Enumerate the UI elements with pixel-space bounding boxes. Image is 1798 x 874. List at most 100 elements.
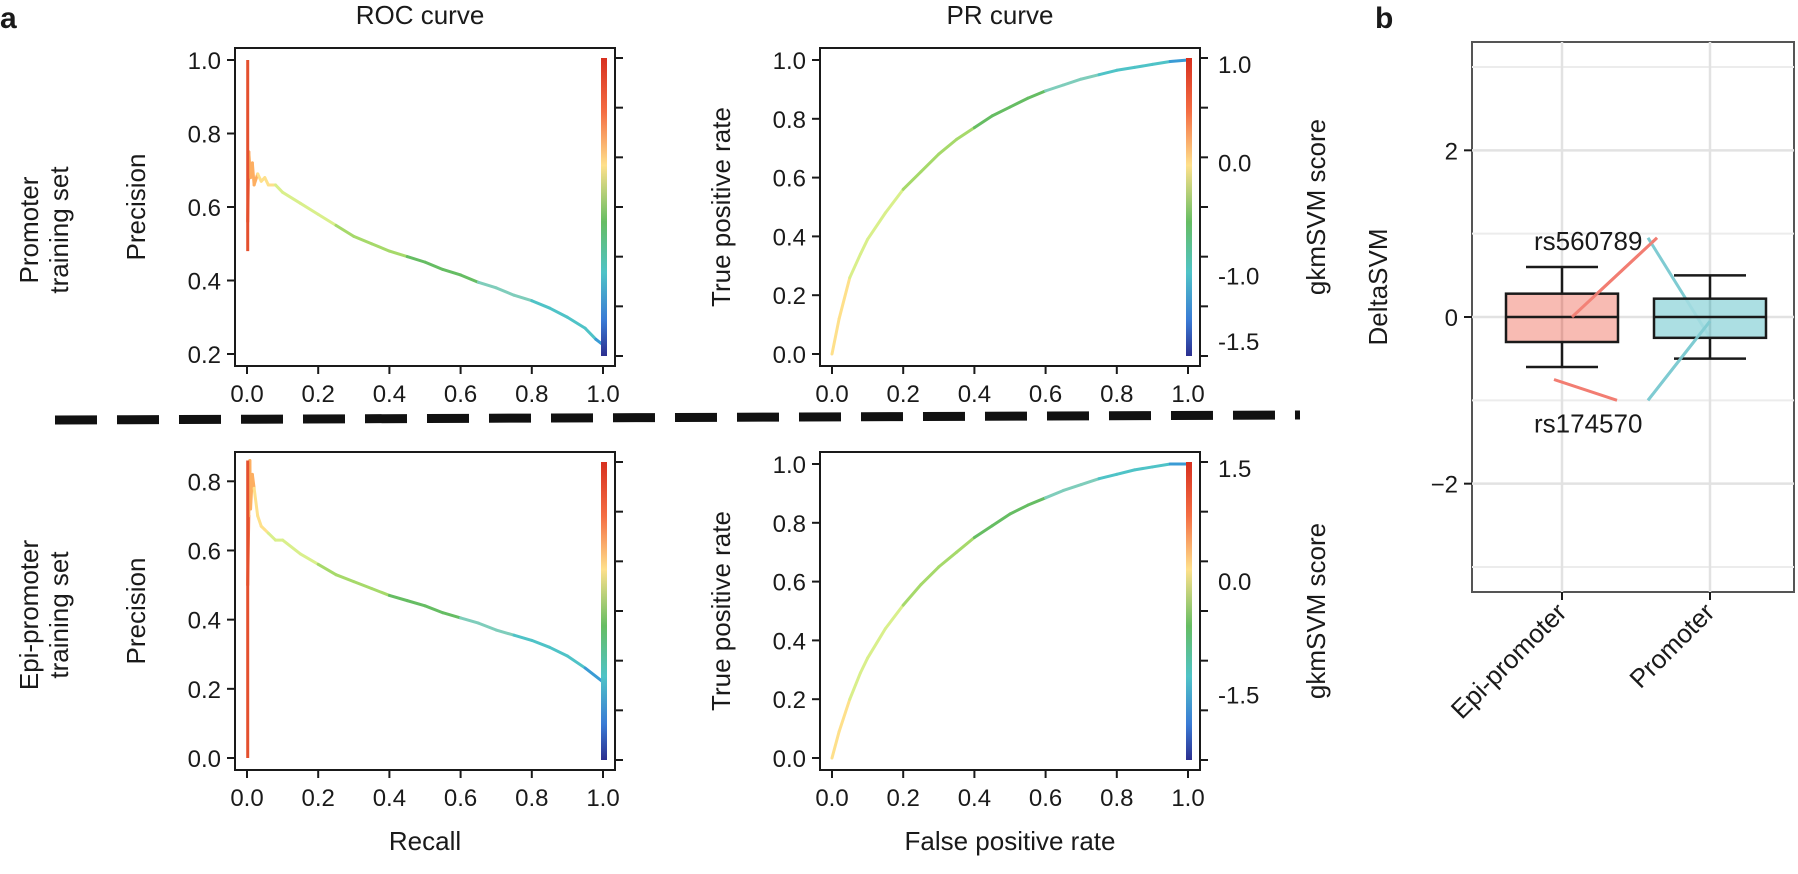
curve-segment bbox=[423, 260, 445, 271]
curve-segment bbox=[252, 486, 260, 518]
y-tick-label: 0.0 bbox=[773, 342, 806, 369]
y-tick-label: 0.0 bbox=[188, 746, 221, 773]
colorbar-tick-label: -1.5 bbox=[1218, 682, 1259, 709]
curve-segment bbox=[883, 187, 905, 215]
curve-segment bbox=[1133, 62, 1154, 69]
curve-segment bbox=[405, 255, 427, 264]
x-tick-label: 0.8 bbox=[1100, 381, 1133, 408]
y-tick-label: 0.2 bbox=[773, 283, 806, 310]
curve-segment bbox=[901, 170, 923, 191]
curve-segment bbox=[459, 616, 480, 625]
curve-segment bbox=[1044, 488, 1065, 500]
curve-segment bbox=[955, 536, 976, 554]
curve-segment bbox=[334, 223, 356, 238]
epi-roc-panel: 0.0 0.2 0.4 0.6 0.8 1.0 0.0 0.2 0.4 0.6 0.8 1.0 True… bbox=[706, 451, 1331, 856]
x-tick-label: 0.0 bbox=[230, 785, 263, 812]
curve-segment bbox=[352, 580, 374, 591]
row-label-epi-promoter: Epi-promoter training set bbox=[14, 540, 74, 691]
promoter-pr-panel: 0.0 0.2 0.4 0.6 0.8 1.0 0.2 0.4 0.6 0.8 1.0 Precisi… bbox=[121, 47, 623, 408]
promoter-roc-colorbar-label: gkmSVM score bbox=[1301, 119, 1331, 295]
colorbar-tick-label: 1.0 bbox=[1218, 52, 1251, 79]
curve-segment bbox=[530, 638, 552, 649]
colorbar-tick-label: -1.0 bbox=[1218, 264, 1259, 291]
curve-segment bbox=[266, 531, 277, 542]
epi-roc-ylabel: True positive rate bbox=[706, 511, 736, 711]
curve-segment bbox=[405, 599, 427, 608]
curve-segment bbox=[883, 603, 905, 631]
curve-segment bbox=[1168, 58, 1190, 63]
svg-text:training set: training set bbox=[44, 551, 74, 679]
curve-segment bbox=[990, 512, 1012, 528]
promoter-roc-ylabel: True positive rate bbox=[706, 107, 736, 307]
curve-segment bbox=[583, 666, 605, 684]
y-tick-label: 0.8 bbox=[773, 107, 806, 134]
curve-segment bbox=[512, 293, 534, 303]
curve-segment bbox=[990, 105, 1012, 118]
deltasvm-boxplot: 2 0 −2 DeltaSVM Epi-promoter Promoter rs560789… bbox=[1363, 41, 1795, 725]
promoter-pr-ylabel: Precision bbox=[121, 154, 151, 261]
colorbar-tick-label: 1.5 bbox=[1218, 456, 1251, 483]
x-tick-label: 0.0 bbox=[815, 381, 848, 408]
colorbar-tick-label: -1.5 bbox=[1218, 329, 1259, 356]
curve-segment bbox=[1061, 483, 1083, 492]
curve-segment bbox=[423, 604, 445, 615]
y-tick-label: 0.4 bbox=[773, 224, 806, 251]
curve-segment bbox=[250, 472, 256, 490]
curve-segment bbox=[441, 611, 463, 620]
curve-segment bbox=[1150, 462, 1172, 469]
curve-segment bbox=[548, 306, 569, 319]
y-tick-label: 0.6 bbox=[188, 195, 221, 222]
curve-segment bbox=[901, 583, 923, 607]
y-tick-label: 0.6 bbox=[773, 166, 806, 193]
curve-segment bbox=[281, 190, 302, 205]
curve-segment bbox=[919, 152, 941, 174]
y-tick-label: 1.0 bbox=[773, 452, 806, 479]
epi-roc-colorbar-label: gkmSVM score bbox=[1301, 523, 1331, 699]
curve-segment bbox=[316, 562, 338, 577]
curve-segment bbox=[370, 242, 391, 253]
x-tick-label: 0.4 bbox=[373, 785, 406, 812]
curve-segment bbox=[1008, 503, 1030, 516]
epi-pr-colorbar bbox=[601, 462, 607, 760]
x-tick-label: 1.0 bbox=[1171, 381, 1204, 408]
curve-segment bbox=[1044, 83, 1065, 93]
y-tick-label: 2 bbox=[1445, 138, 1458, 165]
curve-segment bbox=[370, 587, 391, 597]
curve-segment bbox=[830, 730, 841, 760]
curve-segment bbox=[583, 326, 598, 341]
curve-segment bbox=[281, 538, 302, 556]
promoter-pr-frame bbox=[234, 47, 616, 367]
y-tick-label: 0.2 bbox=[188, 342, 221, 369]
y-tick-label: 0.2 bbox=[188, 677, 221, 704]
curve-panels: 0.0 0.2 0.4 0.6 0.8 1.0 0.2 0.4 0.6 0.8 1.0 Precisi… bbox=[121, 47, 1331, 856]
y-tick-label: 0.8 bbox=[188, 469, 221, 496]
curve-segment bbox=[972, 524, 994, 539]
y-tick-label: 0.6 bbox=[188, 538, 221, 565]
annotation-line-overlay bbox=[1570, 236, 1659, 319]
x-tick-label: 0.2 bbox=[887, 381, 920, 408]
x-tick-label: 0.6 bbox=[1029, 381, 1062, 408]
y-tick-label: 1.0 bbox=[188, 48, 221, 75]
curve-segment bbox=[476, 621, 498, 632]
x-tick-label: 0.4 bbox=[958, 381, 991, 408]
curve-segment bbox=[830, 317, 841, 356]
curve-segment bbox=[837, 697, 852, 734]
x-tick-label: 0.4 bbox=[958, 785, 991, 812]
curve-segment bbox=[298, 201, 320, 216]
curve-segment bbox=[972, 114, 994, 130]
epi-pr-panel: 0.0 0.2 0.4 0.6 0.8 1.0 0.0 0.2 0.4 0.6 0.8 Precisi… bbox=[121, 451, 623, 856]
panel-label-a: a bbox=[0, 2, 17, 35]
curve-segment bbox=[494, 286, 516, 297]
x-tick-label: 1.0 bbox=[586, 785, 619, 812]
y-tick-label: −2 bbox=[1431, 472, 1458, 499]
pr-column-title: PR curve bbox=[947, 0, 1054, 30]
epi-pr-xlabel: Recall bbox=[389, 826, 461, 856]
y-tick-label: 0.2 bbox=[773, 687, 806, 714]
curve-segment bbox=[1097, 472, 1119, 481]
x-tick-label: 0.6 bbox=[444, 785, 477, 812]
x-tick-label: 0.0 bbox=[815, 785, 848, 812]
box-ylabel: DeltaSVM bbox=[1363, 228, 1393, 345]
curve-segment bbox=[848, 671, 862, 701]
curve-segment bbox=[256, 514, 263, 528]
